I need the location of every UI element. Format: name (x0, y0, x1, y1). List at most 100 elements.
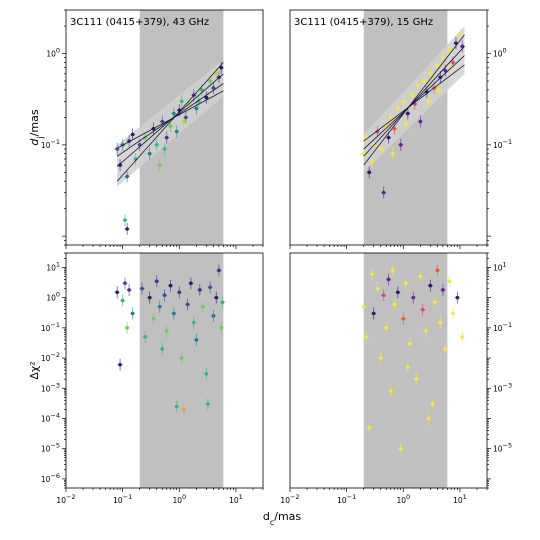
y-tick-label: 100 (46, 291, 60, 303)
fit-line (363, 64, 465, 142)
data-point (115, 290, 119, 295)
data-point (160, 119, 165, 124)
panels: 10−1 100 3C111 (0415+379), 43 GHz dj/mas 10−… (28, 9, 512, 505)
data-point (370, 160, 374, 164)
data-point (426, 416, 431, 421)
x-tick-label: 101 (229, 493, 243, 505)
data-point (409, 93, 414, 97)
data-point (157, 304, 162, 309)
data-point (435, 63, 440, 67)
axes-frame (65, 9, 264, 246)
data-point (371, 311, 376, 316)
data-point (177, 290, 182, 295)
data-point (388, 389, 393, 393)
data-point (179, 99, 184, 104)
y-tick-label: 100 (493, 47, 507, 59)
data-point (361, 151, 366, 156)
data-point (154, 143, 159, 147)
data-point (435, 268, 440, 273)
data-point (189, 281, 193, 286)
data-point (208, 285, 212, 290)
fit-line (363, 55, 465, 150)
data-point (198, 288, 202, 292)
data-point (426, 99, 431, 104)
data-point (211, 86, 216, 90)
data-point (179, 356, 184, 360)
data-point (375, 129, 380, 134)
x-tick-label: 101 (453, 493, 467, 505)
data-point (403, 122, 408, 126)
data-point (405, 111, 410, 116)
data-point (154, 279, 159, 283)
data-point (172, 311, 176, 316)
data-point (396, 106, 400, 111)
data-point (367, 170, 372, 175)
data-point (422, 79, 426, 83)
panel-title: 3C111 (0415+379), 43 GHz (70, 17, 209, 28)
data-point (381, 293, 386, 298)
data-point (438, 320, 443, 325)
y-axis-label: dj/mas (28, 109, 45, 145)
data-point (123, 218, 127, 222)
data-point (120, 298, 125, 303)
axes-frame (65, 252, 264, 489)
data-point (415, 83, 420, 88)
x-axis-label: dc/mas (263, 510, 302, 527)
data-point (398, 446, 403, 451)
fit-line (363, 34, 465, 166)
data-point (367, 425, 372, 430)
data-point (183, 115, 188, 120)
plot-area (114, 253, 226, 488)
data-point (388, 115, 393, 120)
data-point (194, 106, 199, 111)
plot-area (361, 10, 465, 245)
x-tick-label: 10−2 (280, 493, 299, 505)
y-tick-label: 101 (493, 260, 507, 272)
data-point (125, 227, 129, 231)
y-tick-label: 10−1 (493, 321, 512, 333)
data-point (364, 335, 368, 339)
data-point (118, 362, 122, 367)
panel-3: 10−2 10−1 100 101 10−6 10−5 10−4 10−3 10−2 10−1 10… (28, 252, 264, 505)
data-point (443, 68, 448, 73)
x-tick-label: 10−1 (337, 493, 356, 505)
panel-2: 10−1 100 3C111 (0415+379), 15 GHz (289, 9, 512, 249)
data-point (430, 402, 435, 406)
data-point (428, 283, 433, 288)
data-point (214, 295, 219, 300)
data-point (211, 314, 216, 318)
data-point (147, 151, 152, 156)
data-point (127, 288, 131, 292)
x-tick-label: 100 (396, 493, 410, 505)
data-point (123, 281, 127, 286)
y-tick-label: 10−2 (41, 351, 60, 363)
data-point (125, 326, 129, 330)
data-point (405, 365, 410, 369)
data-point (403, 281, 408, 286)
data-point (206, 402, 210, 406)
data-point (396, 290, 400, 295)
data-point (386, 135, 391, 140)
data-point (143, 335, 148, 339)
data-point (420, 307, 425, 312)
data-point (219, 65, 224, 70)
data-point (162, 147, 167, 151)
data-point (200, 88, 204, 92)
data-point (217, 268, 221, 273)
data-point (384, 326, 389, 330)
data-point (214, 72, 219, 76)
data-point (447, 279, 452, 283)
data-point (407, 341, 412, 346)
data-point (460, 335, 465, 339)
data-point (220, 300, 225, 305)
data-point (392, 302, 397, 307)
data-point (147, 295, 152, 300)
data-point (447, 47, 452, 52)
data-point (428, 72, 433, 76)
x-tick-label: 10−2 (56, 493, 75, 505)
data-point (451, 311, 455, 316)
data-point (162, 293, 167, 298)
data-point (370, 272, 374, 276)
data-point (196, 99, 201, 104)
data-point (441, 55, 445, 60)
